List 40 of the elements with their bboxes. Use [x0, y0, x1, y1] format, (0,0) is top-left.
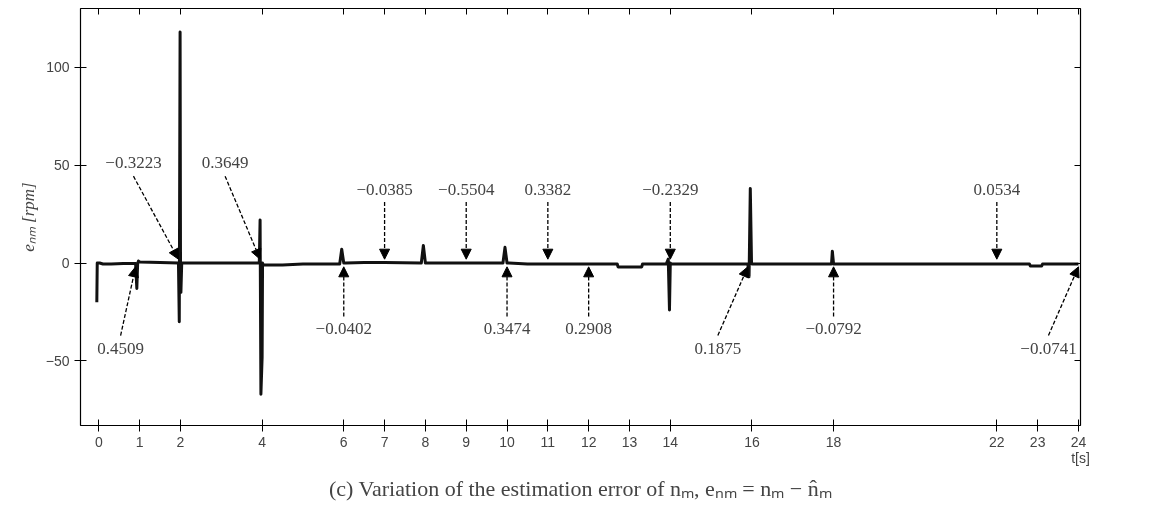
x-tick-label: 12	[580, 433, 597, 450]
x-tick-label: 16	[744, 433, 760, 450]
x-axis-title: t[s]	[1071, 449, 1090, 466]
line-series	[95, 30, 1080, 396]
x-tick-label: 1	[135, 433, 144, 450]
x-tick-label: 18	[825, 433, 842, 450]
x-tick-label: 13	[621, 433, 638, 450]
x-tick-label: 24	[1070, 433, 1087, 450]
annotation: 0.4509	[97, 339, 144, 359]
annotation: −0.5504	[438, 180, 495, 200]
x-tick-label: 8	[421, 433, 430, 450]
x-tick-label: 10	[499, 433, 516, 450]
x-tick-label: 4	[258, 433, 267, 450]
annotation: 0.3474	[483, 319, 531, 339]
x-tick-label: 11	[540, 433, 556, 450]
y-tick-label: 0	[61, 255, 70, 272]
annotation: 0.1875	[694, 339, 742, 359]
annotation: 0.2908	[565, 319, 613, 339]
annotation: −0.3223	[105, 153, 162, 173]
annotation: 0.3649	[201, 153, 249, 173]
x-tick-label: 22	[989, 433, 1005, 450]
x-tick-label: 0	[94, 433, 103, 450]
y-tick-label: 100	[46, 59, 70, 76]
annotation: −0.2329	[642, 180, 699, 200]
x-tick-label: 14	[662, 433, 679, 450]
x-tick-label: 9	[462, 433, 471, 450]
annotation: −0.0385	[356, 180, 413, 200]
x-tick-label: 7	[380, 433, 389, 450]
y-tick-label: 50	[53, 157, 70, 174]
annotation: −0.0741	[1020, 339, 1077, 359]
y-tick-label: −50	[45, 352, 70, 369]
annotation: 0.0534	[973, 180, 1021, 200]
annotation: −0.0402	[315, 319, 372, 339]
y-axis-title: eₙₘ [rpm]	[18, 182, 38, 252]
annotation: 0.3382	[524, 180, 572, 200]
x-tick-label: 2	[176, 433, 185, 450]
text: (c) Variation of the estimation error of nₘ, eₙₘ = nₘ − n̂ₘ	[328, 475, 832, 501]
annotation: −0.0792	[805, 319, 862, 339]
x-tick-label: 23	[1029, 433, 1046, 450]
x-tick-label: 6	[339, 433, 348, 450]
